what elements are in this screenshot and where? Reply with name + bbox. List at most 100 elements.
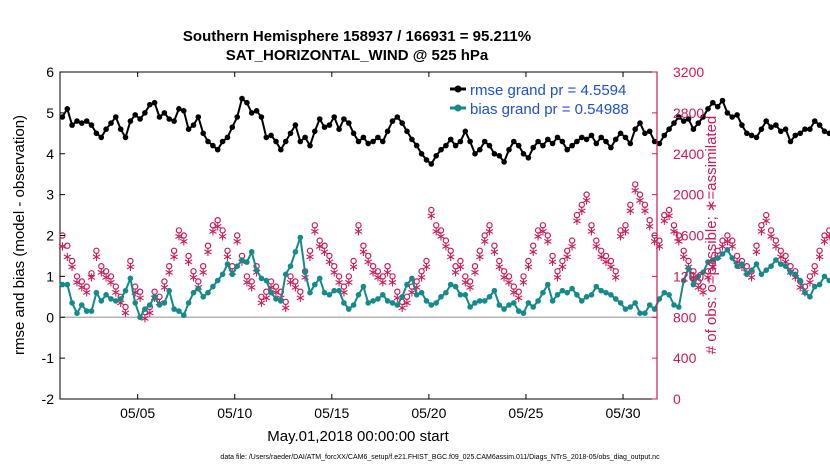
rmse-point [734,112,740,118]
bias-point [83,308,90,314]
obs-possible-point [670,222,678,229]
bias-point [642,310,648,317]
obs-assimilated-point: ∗ [397,301,408,316]
obs-assimilated-point: ∗ [436,230,447,245]
rmse-point [263,134,270,141]
bias-point [758,271,765,278]
bias-point [331,287,338,294]
bias-point [540,289,546,296]
obs-possible-point [627,201,634,208]
bias-point [341,300,347,306]
bias-point [278,298,284,304]
bias-point [151,294,158,300]
obs-assimilated-point: ∗ [756,224,767,239]
bias-point [564,289,570,296]
rmse-point [719,97,726,104]
obs-possible-point [365,252,372,260]
bias-point [744,271,750,278]
y-right-tick-label: 3200 [673,64,704,80]
bias-point [763,267,769,274]
y-right-tick-label: 400 [673,350,697,366]
obs-possible-point [772,237,780,244]
obs-assimilated-point: ∗ [620,224,631,239]
rmse-point [802,126,808,132]
obs-possible-point [78,278,86,285]
obs-possible-point [248,278,255,285]
obs-possible-point [690,268,697,275]
bias-point [656,296,663,302]
rmse-point [457,138,464,145]
rmse-point [583,136,590,143]
legend: rmse grand pr = 4.5594 bias grand pr = 0… [450,82,629,118]
obs-possible-point [632,181,639,188]
bias-point [734,263,740,270]
bias-point [423,298,430,304]
obs-assimilated-point: ∗ [698,286,709,301]
rmse-point [511,138,517,145]
rmse-point [171,118,177,124]
rmse-point [321,124,328,130]
obs-assimilated-point: ∗ [125,260,136,275]
bias-point [612,296,619,302]
bias-point [326,292,333,298]
bias-point [739,261,745,267]
obs-assimilated-point: ∗ [164,265,175,280]
obs-possible-point [617,227,624,234]
obs-assimilated-point: ∗ [664,209,675,224]
bias-point [122,287,129,294]
obs-assimilated-point: ∗ [178,235,189,250]
obs-assimilated-point: ∗ [499,270,510,285]
rmse-point [545,136,551,143]
bias-point [729,255,735,261]
obs-assimilated-point: ∗ [678,250,689,265]
rmse-point [574,138,580,145]
obs-possible-point [447,247,454,254]
rmse-point [312,128,318,135]
obs-assimilated-point: ∗ [644,219,655,234]
obs-possible-point [733,252,741,260]
obs-possible-point [661,211,668,219]
obs-assimilated-point: ∗ [203,245,214,260]
obs-assimilated-point: ∗ [581,194,592,209]
obs-possible-point [622,222,629,229]
bias-point [297,234,304,241]
obs-assimilated-point: ∗ [280,301,291,316]
rmse-point [714,103,721,110]
rmse-point [744,130,750,137]
obs-assimilated-point: ∗ [809,265,820,280]
obs-possible-point [530,242,537,249]
bias-point [491,287,498,294]
obs-possible-point [442,237,450,244]
bias-point [705,259,711,265]
obs-assimilated-point: ∗ [693,281,704,296]
rmse-point [622,134,629,141]
obs-assimilated-point: ∗ [212,219,223,234]
obs-possible-point [753,242,760,249]
obs-assimilated-point: ∗ [601,255,612,270]
obs-possible-point [214,216,221,224]
bias-point [748,267,755,274]
bias-point [671,302,677,308]
obs-possible-point [297,288,304,295]
obs-possible-point [437,227,445,234]
obs-assimilated-point: ∗ [751,245,762,260]
y-left-tick-label: 1 [46,268,54,284]
obs-assimilated-point: ∗ [363,255,374,270]
bias-point [520,310,527,317]
bias-point [355,292,362,298]
rmse-point [768,124,774,130]
bias-point [380,292,386,298]
bias-point [239,257,245,263]
bias-point [792,271,799,278]
obs-possible-point [93,247,100,254]
bias-point [64,281,71,288]
obs-possible-point [699,283,707,290]
rmse-point [481,138,488,145]
bias-point [782,263,789,270]
obs-assimilated-point: ∗ [562,250,573,265]
bias-point [787,269,794,276]
rmse-point [273,138,279,145]
bias-point [108,296,114,302]
obs-possible-point [665,206,673,214]
obs-possible-point [462,273,469,280]
